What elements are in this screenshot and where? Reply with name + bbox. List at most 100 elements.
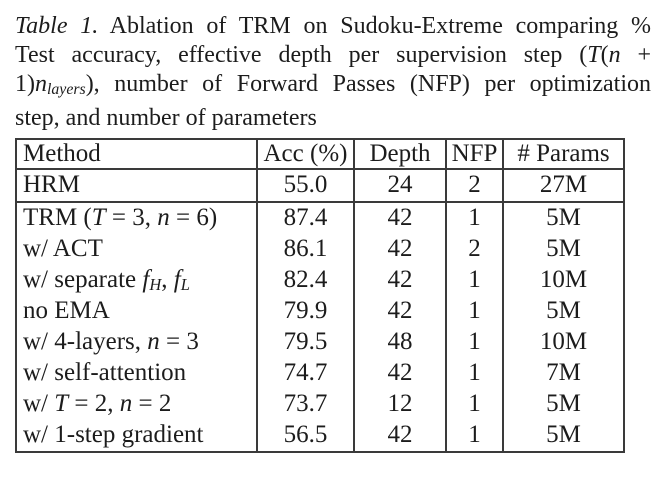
acc-cell: 86.1 — [256, 233, 355, 265]
params-cell: 5M — [502, 419, 625, 452]
params-cell: 5M — [502, 233, 625, 265]
col-header-acc: Acc (%) — [256, 138, 355, 169]
depth-cell: 42 — [353, 357, 447, 389]
method-text: = 2, — [68, 390, 120, 418]
caption-text: 1) — [15, 71, 35, 97]
params-cell: 10M — [502, 264, 625, 296]
nfp-cell: 1 — [445, 419, 504, 452]
table-row: HRM 55.0 24 2 27M — [15, 168, 625, 202]
caption-line-2: Test accuracy, effective depth per super… — [15, 41, 651, 70]
caption-line-3: 1)nlayers), number of Forward Passes (NF… — [15, 70, 651, 104]
math-variable: n — [608, 42, 621, 68]
nfp-cell: 1 — [445, 264, 504, 296]
table-row: w/ ACT 86.1 42 2 5M — [15, 233, 625, 265]
table-row: w/ 1-step gradient 56.5 42 1 5M — [15, 419, 625, 452]
method-text: , — [161, 265, 174, 293]
params-cell: 10M — [502, 326, 625, 358]
method-text: TRM ( — [23, 204, 92, 232]
nfp-cell: 2 — [445, 168, 504, 202]
col-header-method: Method — [15, 138, 258, 169]
method-text: w/ separate — [23, 265, 143, 293]
acc-cell: 79.5 — [256, 326, 355, 358]
math-variable: n — [35, 71, 47, 97]
acc-cell: 55.0 — [256, 168, 355, 202]
table-row: w/ 4-layers, n = 3 79.5 48 1 10M — [15, 326, 625, 358]
method-cell: w/ 4-layers, n = 3 — [15, 326, 258, 358]
depth-cell: 12 — [353, 388, 447, 420]
params-cell: 5M — [502, 201, 625, 234]
col-header-depth: Depth — [353, 138, 447, 169]
ablation-table: Method Acc (%) Depth NFP # Params HRM 55… — [15, 137, 625, 453]
acc-cell: 79.9 — [256, 295, 355, 327]
method-cell: HRM — [15, 168, 258, 202]
caption-text: Test accuracy, effective depth per super… — [15, 42, 588, 68]
method-text: = 6) — [169, 204, 218, 232]
method-text: = 3 — [159, 328, 199, 356]
method-cell: TRM (T = 3, n = 6) — [15, 201, 258, 234]
depth-cell: 42 — [353, 264, 447, 296]
acc-cell: 87.4 — [256, 201, 355, 234]
method-cell: w/ ACT — [15, 233, 258, 265]
depth-cell: 42 — [353, 233, 447, 265]
table-row: no EMA 79.9 42 1 5M — [15, 295, 625, 327]
nfp-cell: 1 — [445, 295, 504, 327]
table-row: w/ T = 2, n = 2 73.7 12 1 5M — [15, 388, 625, 420]
method-text: = 3, — [105, 204, 158, 232]
acc-cell: 56.5 — [256, 419, 355, 452]
acc-cell: 82.4 — [256, 264, 355, 296]
method-text: w/ ACT — [23, 235, 103, 263]
col-header-params: # Params — [502, 138, 625, 169]
math-variable: n — [119, 390, 133, 418]
acc-cell: 73.7 — [256, 388, 355, 420]
caption-text: ), number of Forward Passes (NFP) per op… — [85, 71, 651, 97]
caption-text: Ablation of TRM on Sudoku-Extreme compar… — [98, 13, 651, 39]
nfp-cell: 1 — [445, 357, 504, 389]
method-cell: w/ separate fH, fL — [15, 264, 258, 296]
ablation-section: TRM (T = 3, n = 6) 87.4 42 1 5M w/ ACT 8… — [15, 201, 625, 452]
method-text: no EMA — [23, 297, 110, 325]
table-header: Method Acc (%) Depth NFP # Params — [15, 138, 625, 169]
depth-cell: 42 — [353, 201, 447, 234]
method-text: w/ 1-step gradient — [23, 421, 204, 449]
depth-cell: 42 — [353, 295, 447, 327]
math-subscript: L — [180, 274, 190, 294]
caption-text: ( — [600, 42, 609, 68]
table-row: w/ self-attention 74.7 42 1 7M — [15, 357, 625, 389]
math-variable: T — [91, 204, 106, 232]
math-variable: n — [147, 328, 160, 356]
math-variable: T — [54, 390, 69, 418]
params-cell: 27M — [502, 168, 625, 202]
depth-cell: 24 — [353, 168, 447, 202]
table-caption: Table 1. Ablation of TRM on Sudoku-Extre… — [15, 12, 651, 133]
table-row: TRM (T = 3, n = 6) 87.4 42 1 5M — [15, 201, 625, 234]
method-text: = 2 — [132, 390, 172, 418]
depth-cell: 42 — [353, 419, 447, 452]
math-variable: f — [142, 265, 150, 293]
nfp-cell: 1 — [445, 388, 504, 420]
caption-line-4: step, and number of parameters — [15, 104, 651, 133]
method-text: w/ — [23, 390, 55, 418]
math-variable: f — [173, 265, 181, 293]
nfp-cell: 1 — [445, 201, 504, 234]
nfp-cell: 1 — [445, 326, 504, 358]
math-variable: T — [587, 42, 601, 68]
acc-cell: 74.7 — [256, 357, 355, 389]
params-cell: 5M — [502, 295, 625, 327]
header-row: Method Acc (%) Depth NFP # Params — [15, 138, 625, 169]
paper-snippet: Table 1. Ablation of TRM on Sudoku-Extre… — [15, 12, 651, 453]
method-text: w/ 4-layers, — [23, 328, 148, 356]
params-cell: 7M — [502, 357, 625, 389]
depth-cell: 48 — [353, 326, 447, 358]
nfp-cell: 2 — [445, 233, 504, 265]
method-cell: w/ T = 2, n = 2 — [15, 388, 258, 420]
table-row: w/ separate fH, fL 82.4 42 1 10M — [15, 264, 625, 296]
method-cell: w/ 1-step gradient — [15, 419, 258, 452]
caption-text: + — [620, 42, 651, 68]
math-subscript: H — [149, 274, 162, 294]
method-text: w/ self-attention — [23, 359, 187, 387]
baseline-section: HRM 55.0 24 2 27M — [15, 168, 625, 202]
col-header-nfp: NFP — [445, 138, 504, 169]
caption-label: Table 1. — [15, 13, 99, 39]
caption-line-1: Table 1. Ablation of TRM on Sudoku-Extre… — [15, 12, 651, 41]
math-variable: n — [157, 204, 170, 232]
